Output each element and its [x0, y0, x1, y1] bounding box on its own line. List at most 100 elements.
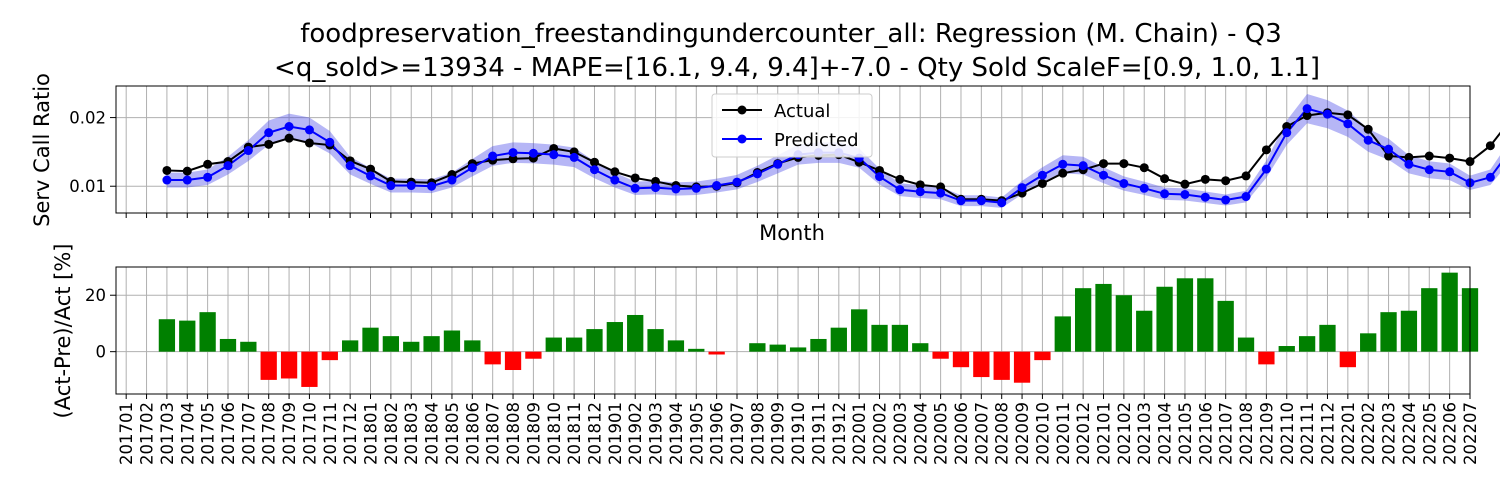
predicted-point: [1099, 170, 1109, 180]
month-tick-label: 202007: [972, 402, 991, 465]
actual-point: [1363, 124, 1373, 134]
top-y-axis-label: Serv Call Ratio: [30, 73, 54, 227]
error-bar: [830, 327, 847, 352]
error-bar: [260, 351, 277, 380]
predicted-point: [284, 122, 294, 132]
predicted-point: [671, 184, 681, 194]
error-bar: [769, 344, 786, 352]
error-bar: [912, 343, 929, 352]
error-bar: [1298, 336, 1316, 352]
predicted-point: [976, 196, 986, 206]
month-tick-label: 202203: [1380, 402, 1399, 465]
top-x-ticks: [125, 213, 1471, 218]
predicted-point: [325, 137, 335, 147]
error-bar: [1441, 272, 1458, 352]
month-tick-label: 201712: [341, 402, 360, 465]
predicted-point: [1261, 164, 1271, 174]
error-bar: [362, 327, 379, 352]
actual-point: [1241, 171, 1251, 181]
month-tick-label: 201801: [362, 402, 381, 465]
legend-actual-marker: [737, 105, 747, 115]
error-bar: [1339, 351, 1356, 368]
month-tick-label: 202001: [850, 402, 869, 465]
error-bar: [301, 351, 318, 387]
top-x-axis-label: Month: [759, 221, 825, 245]
month-tick-label: 201902: [626, 402, 645, 465]
chart-title-line1: foodpreservation_freestandingundercounte…: [300, 19, 1282, 49]
actual-point: [1200, 174, 1210, 184]
predicted-point: [528, 148, 538, 158]
error-bar: [1258, 351, 1275, 365]
error-bar: [851, 309, 868, 352]
error-bar: [1034, 351, 1051, 361]
actual-point: [936, 182, 946, 192]
actual-point: [875, 165, 885, 175]
actual-point: [895, 174, 905, 184]
predicted-point: [223, 161, 233, 171]
month-tick-label: 201806: [463, 402, 482, 465]
error-bar: [1400, 310, 1418, 352]
month-tick-label: 201708: [260, 402, 279, 465]
error-bar: [789, 347, 807, 352]
error-bar: [1197, 278, 1214, 352]
month-tick-label: 202201: [1339, 402, 1358, 465]
error-bar: [1156, 286, 1173, 352]
predicted-point: [569, 152, 579, 162]
error-bar: [1136, 310, 1153, 352]
actual-point: [162, 165, 172, 175]
predicted-point: [1384, 144, 1394, 154]
month-tick-label: 202110: [1278, 402, 1297, 465]
error-bar: [199, 312, 216, 352]
month-tick-label: 201703: [158, 402, 177, 465]
predicted-point: [508, 148, 518, 158]
month-tick-label: 202204: [1400, 402, 1419, 465]
month-tick-label: 201909: [769, 402, 788, 465]
month-tick-label: 201707: [239, 402, 258, 465]
month-tick-label: 202205: [1420, 402, 1439, 465]
predicted-point: [1160, 189, 1170, 199]
predicted-point: [1078, 161, 1088, 171]
actual-point: [589, 157, 599, 167]
error-bar: [1278, 346, 1295, 352]
error-bar: [1421, 288, 1438, 352]
month-tick-label: 202005: [932, 402, 951, 465]
bottom-axes-frame: [115, 266, 1471, 395]
month-tick-label: 202002: [871, 402, 890, 465]
month-tick-label: 201905: [687, 402, 706, 465]
month-tick-label: 202009: [1013, 402, 1032, 465]
error-bar: [484, 351, 501, 365]
month-tick-label: 202202: [1359, 402, 1378, 465]
error-bar: [606, 322, 623, 352]
month-tick-label: 202111: [1298, 402, 1317, 465]
predicted-point: [1119, 178, 1129, 188]
top-y-ticks: 0.01 0.02: [69, 109, 116, 196]
error-bar: [708, 351, 725, 355]
error-bar: [423, 336, 440, 352]
predicted-point: [243, 146, 253, 156]
predicted-point: [630, 183, 640, 193]
predicted-point: [1302, 104, 1312, 114]
top-axes-frame: [115, 85, 1471, 214]
error-bar: [1380, 312, 1397, 352]
actual-point: [1160, 174, 1170, 184]
bottom-y-tick-label: 20: [85, 286, 106, 305]
actual-point: [1424, 151, 1434, 161]
predicted-point: [447, 175, 457, 185]
month-tick-label: 202108: [1237, 402, 1256, 465]
error-bar: [1176, 278, 1194, 352]
error-bar: [321, 351, 338, 361]
month-tick-label: 201809: [524, 402, 543, 465]
error-bar: [932, 351, 949, 359]
month-tick-label: 201808: [504, 402, 523, 465]
month-tick-label: 202102: [1115, 402, 1134, 465]
actual-point: [1119, 159, 1129, 169]
actual-point: [1445, 153, 1455, 163]
predicted-point: [915, 187, 925, 197]
actual-point: [1404, 152, 1414, 162]
predicted-point: [386, 181, 396, 191]
actual-point: [1180, 179, 1190, 189]
month-tick-label: 202207: [1461, 402, 1480, 465]
error-bar: [667, 340, 685, 352]
error-bar: [342, 340, 359, 352]
predicted-point: [406, 181, 416, 191]
